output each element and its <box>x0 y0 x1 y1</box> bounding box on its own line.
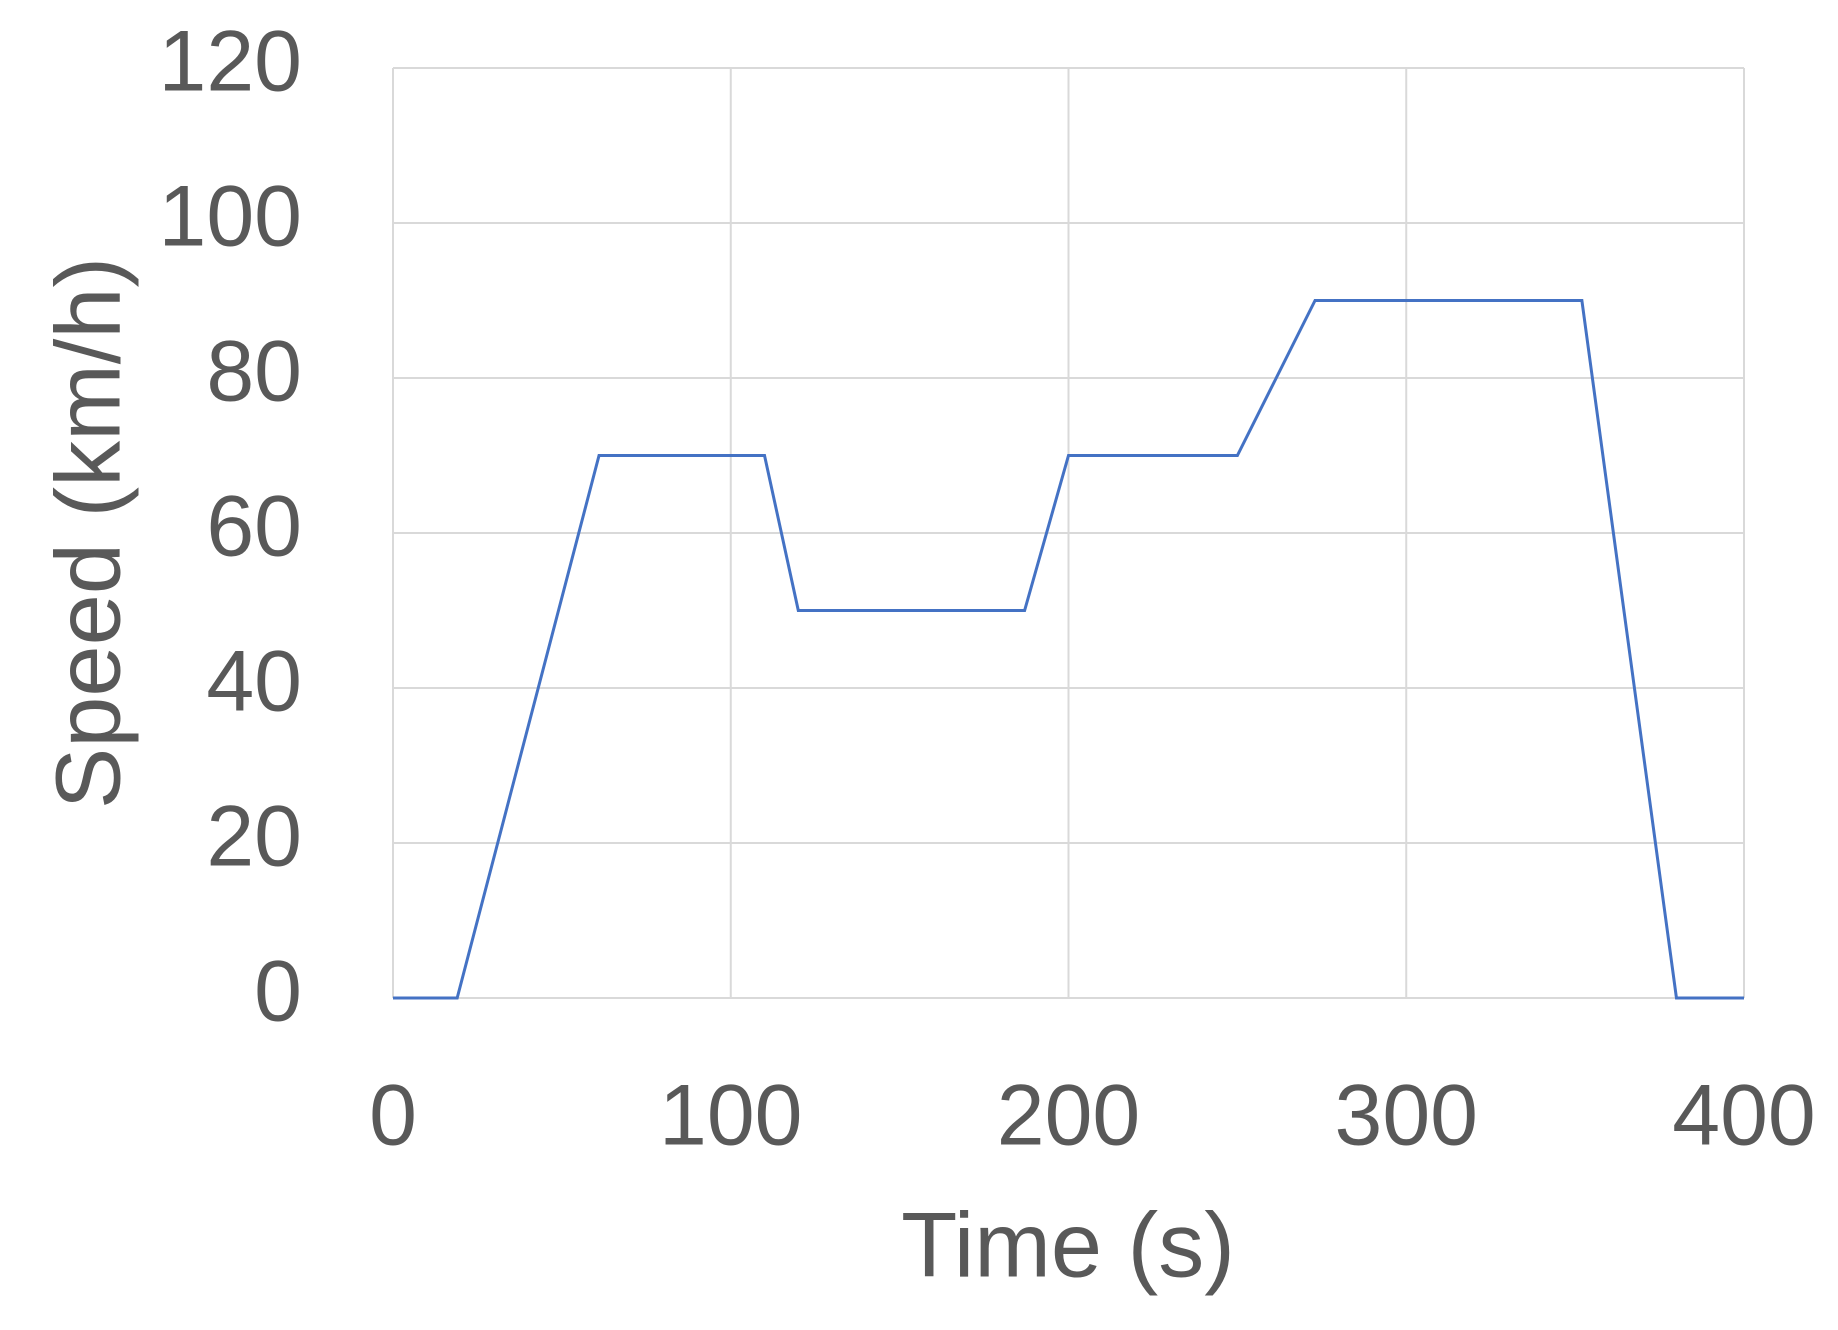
x-tick-label: 0 <box>369 1068 417 1164</box>
x-tick-label: 300 <box>1335 1068 1479 1164</box>
y-tick-label: 80 <box>206 324 302 420</box>
y-tick-label: 20 <box>206 789 302 885</box>
x-axis-title: Time (s) <box>901 1194 1235 1296</box>
y-tick-label: 40 <box>206 634 302 730</box>
y-tick-label: 0 <box>254 944 302 1040</box>
x-tick-label: 100 <box>659 1068 803 1164</box>
y-tick-label: 100 <box>159 169 303 265</box>
x-tick-label: 200 <box>997 1068 1141 1164</box>
y-tick-label: 120 <box>159 14 303 110</box>
y-axis-title: Speed (km/h) <box>37 257 139 809</box>
x-tick-label: 400 <box>1672 1068 1816 1164</box>
data-line <box>393 299 1744 1000</box>
y-tick-label: 60 <box>206 479 302 575</box>
